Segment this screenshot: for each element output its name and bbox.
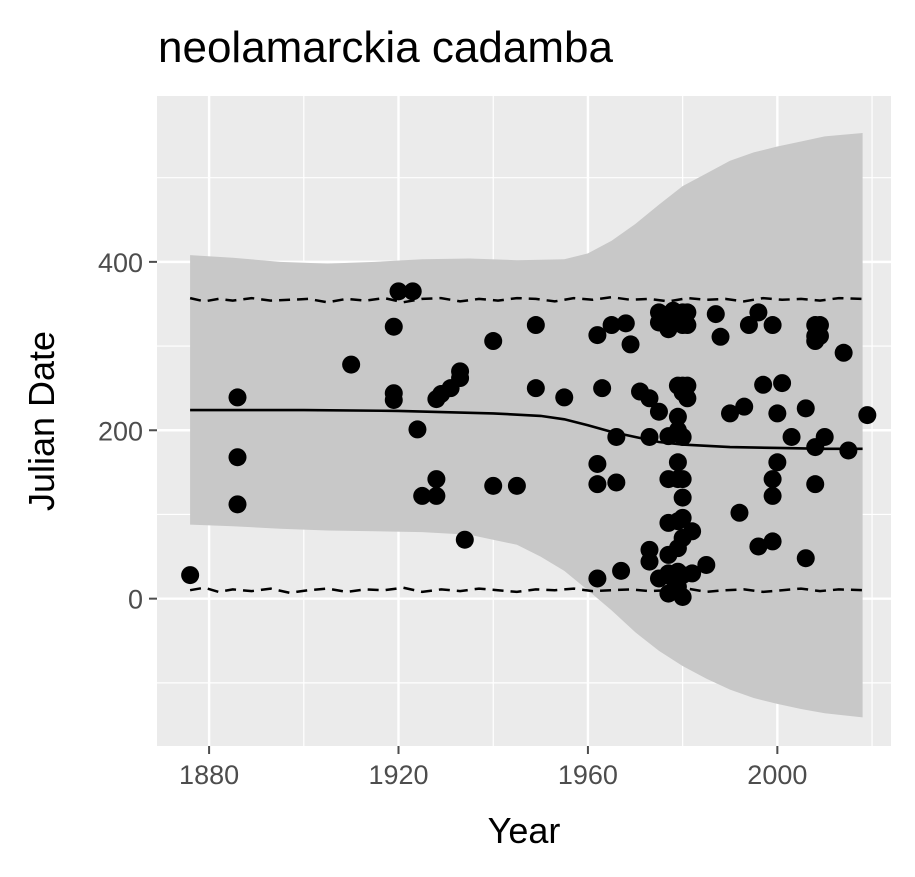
data-point [403,282,422,301]
data-point [640,389,659,408]
data-point [607,473,626,492]
x-axis-ticks: 1880 1920 1960 2000 [179,746,807,790]
data-point [683,564,702,583]
data-point [678,376,697,395]
data-point [763,470,782,489]
data-point [640,427,659,446]
y-axis-title: Julian Date [21,331,62,511]
data-point [616,314,635,333]
x-axis-title: Year [488,810,561,851]
lower-quantile-line [189,586,863,595]
data-point [673,587,692,606]
data-point [834,343,853,362]
data-point [763,316,782,335]
x-tick-label: 2000 [747,760,807,790]
chart-title: neolamarckia cadamba [158,23,613,72]
data-point [796,399,815,418]
data-point [754,375,773,394]
data-point [796,549,815,568]
data-point [810,326,829,345]
data-point [588,569,607,588]
data-point [858,406,877,425]
data-point [649,402,668,421]
data-point [588,475,607,494]
data-point [408,420,427,439]
data-point [588,326,607,345]
data-point [768,404,787,423]
data-point [181,566,200,585]
data-point [782,427,801,446]
data-point [678,303,697,322]
data-point [668,453,687,472]
data-point [739,316,758,335]
y-tick-label: 200 [98,416,143,446]
data-point [749,303,768,322]
data-point [668,407,687,426]
data-point [815,427,834,446]
data-point [484,332,503,351]
data-point [455,530,474,549]
data-point [839,441,858,460]
data-point [763,486,782,505]
data-point [720,404,739,423]
data-point [735,397,754,416]
data-point [555,388,574,407]
data-point [763,532,782,551]
data-point [607,427,626,446]
data-point [640,552,659,571]
data-point [678,389,697,408]
data-point [384,317,403,336]
data-point [773,374,792,393]
data-point [673,470,692,489]
data-points [181,282,877,606]
data-point [484,476,503,495]
data-point [602,316,621,335]
data-point [342,355,361,374]
data-point [673,427,692,446]
y-tick-label: 400 [98,248,143,278]
data-point [706,305,725,324]
data-point [697,555,716,574]
data-point [384,390,403,409]
data-point [621,335,640,354]
data-point [593,379,612,398]
data-point [749,537,768,556]
data-point [612,561,631,580]
x-tick-label: 1920 [368,760,428,790]
x-tick-label: 1960 [558,760,618,790]
data-point [526,316,545,335]
y-axis-ticks: 0 200 400 [98,248,157,615]
data-point [730,503,749,522]
data-point [683,522,702,541]
data-point [806,475,825,494]
data-point [413,486,432,505]
x-tick-label: 1880 [179,760,239,790]
data-point [427,486,446,505]
data-point [588,454,607,473]
upper-quantile-line [189,295,863,304]
data-point [427,470,446,489]
data-point [673,508,692,527]
y-tick-label: 0 [128,585,143,615]
data-point [228,495,247,514]
data-point [228,388,247,407]
data-point [228,448,247,467]
data-point [711,327,730,346]
data-point [507,476,526,495]
data-point [451,369,470,388]
data-point [768,453,787,472]
data-point [678,316,697,335]
data-point [526,379,545,398]
data-point [673,488,692,507]
data-point [389,282,408,301]
